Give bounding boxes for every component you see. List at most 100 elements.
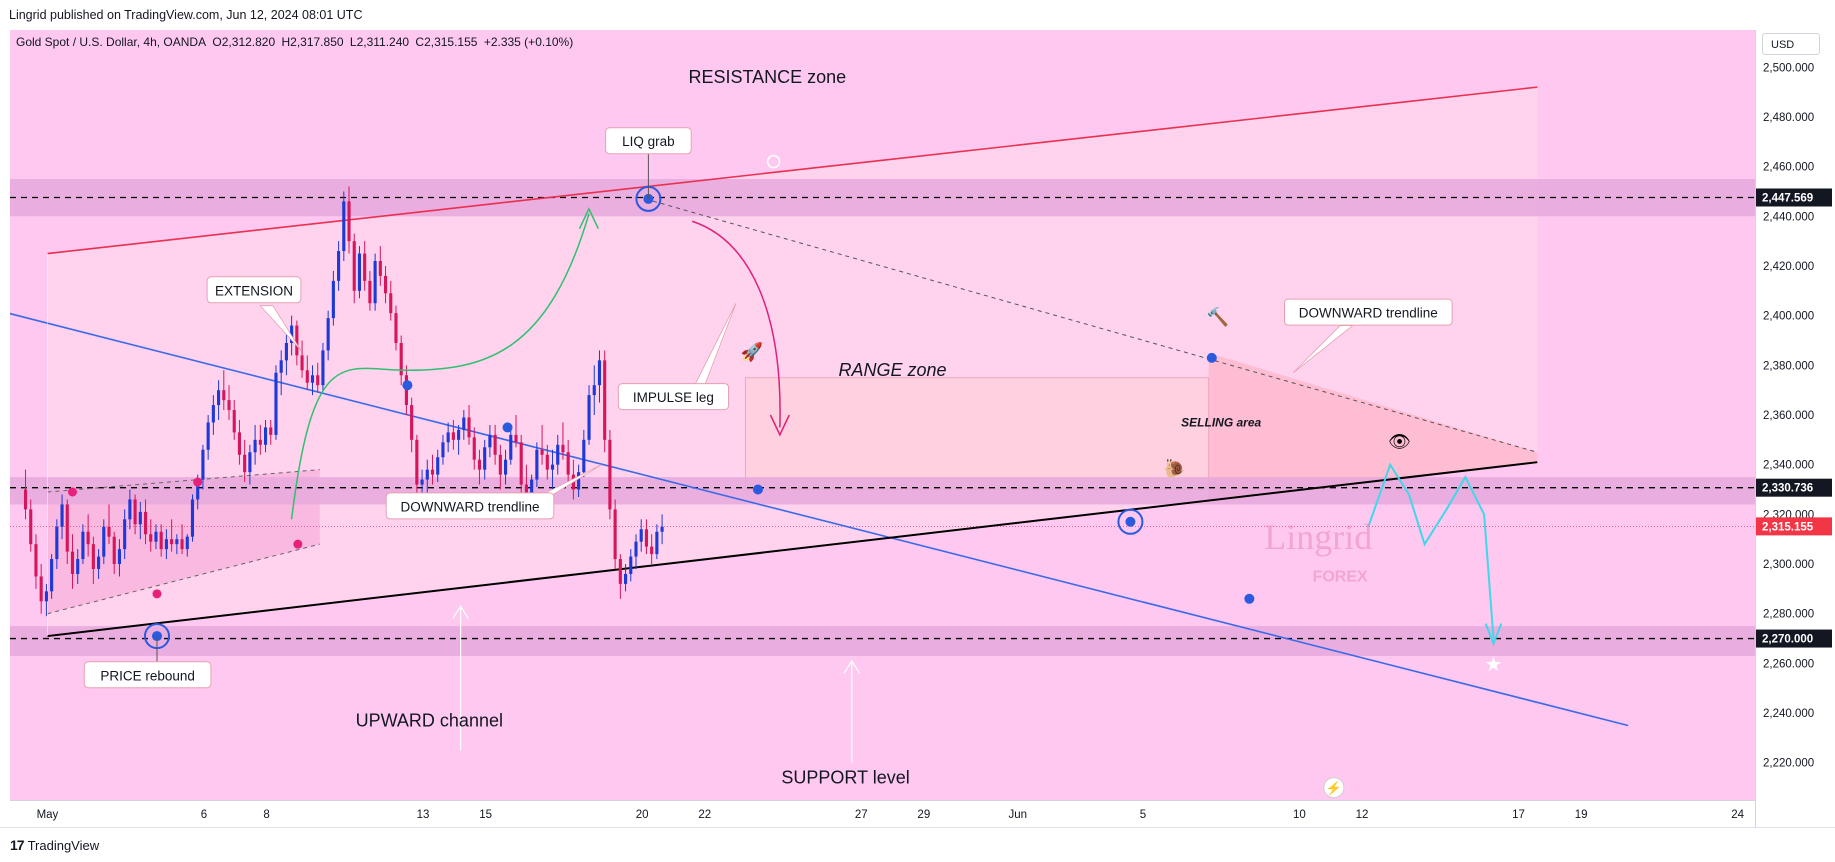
wedge-pivot-dot — [67, 487, 77, 497]
candle-body — [394, 313, 398, 343]
upper-wedge-line — [47, 469, 320, 493]
candle-body — [524, 484, 528, 500]
candle-body — [608, 439, 612, 510]
candle-body — [70, 551, 75, 574]
time-tick-label: 24 — [1731, 809, 1744, 821]
candle-body — [540, 449, 544, 455]
price-tick-label: 2,340.000 — [1763, 460, 1814, 472]
candle-body — [23, 489, 28, 510]
pivot-dot — [1125, 516, 1136, 527]
time-tick-label: 27 — [855, 809, 868, 821]
candle-body — [102, 526, 106, 557]
candle-body — [55, 526, 59, 560]
time-tick-label: 22 — [698, 809, 711, 821]
candle-body — [493, 434, 497, 455]
currency-selector[interactable]: USD — [1762, 33, 1820, 55]
candle-body — [629, 556, 633, 574]
wedge-pivot-dot — [152, 589, 162, 599]
candle-body — [91, 544, 95, 569]
candle-body — [248, 452, 252, 473]
resistance-trendline — [47, 86, 1538, 255]
annotation-box — [617, 383, 730, 411]
open-value: O2,312.820 — [212, 35, 276, 49]
extension-arrowhead — [578, 207, 599, 230]
annotation-label: UPWARD channel — [356, 710, 503, 730]
support-zone-band — [10, 626, 1755, 656]
candle-body — [253, 439, 257, 453]
price-tick-label: 2,300.000 — [1763, 559, 1814, 571]
candle-body — [561, 444, 565, 453]
candle-body — [201, 449, 205, 480]
chart-plot-area[interactable]: RESISTANCE zone LIQ grab EXTENSION IMPULSE … — [10, 30, 1755, 827]
candle-body — [556, 444, 560, 465]
annotation-label: RESISTANCE zone — [688, 67, 846, 87]
hammer-icon: 🔨 — [1207, 306, 1229, 327]
candle-body — [436, 457, 440, 475]
candle-body — [352, 241, 356, 291]
selling-area-fill — [1208, 352, 1538, 500]
impulse-arrowhead — [769, 414, 790, 437]
candle-body — [644, 529, 648, 547]
lingrid-watermark-sub: FOREX — [1313, 568, 1368, 585]
candle-body — [472, 437, 476, 460]
tradingview-brand[interactable]: 17 TradingView — [10, 837, 99, 853]
price-tick-label: 2,220.000 — [1763, 758, 1814, 770]
candle-body — [446, 432, 450, 443]
highlight-ring — [1117, 508, 1144, 535]
candle-body — [44, 591, 48, 602]
lightning-icon — [1323, 777, 1345, 799]
lower-wedge-line — [47, 543, 320, 615]
candle-body — [133, 499, 137, 525]
pivot-dot — [402, 380, 413, 391]
candle-body — [81, 531, 85, 560]
candle-body — [117, 549, 122, 565]
candle-body — [65, 504, 69, 552]
candle-body — [263, 427, 268, 445]
annotation-box — [1283, 298, 1453, 326]
candle-body — [217, 390, 221, 406]
snail-icon: 🐌 — [1163, 459, 1185, 479]
candle-body — [232, 410, 236, 433]
price-label-text: 2,330.736 — [1762, 483, 1813, 495]
time-axis[interactable]: May 6 8 13 15 20 22 27 29 Jun 5 10 12 17 19 24 — [10, 800, 1755, 828]
price-axis[interactable] — [1755, 30, 1835, 827]
price-tick-label: 2,500.000 — [1763, 62, 1814, 74]
tradingview-logo-icon: 17 — [10, 837, 25, 853]
candle-body — [441, 442, 445, 458]
lightning-glyph-icon: ⚡ — [1326, 781, 1342, 797]
candle-body — [50, 559, 54, 592]
annotation-box — [206, 276, 302, 304]
bottom-bar: 17 TradingView — [0, 827, 1835, 862]
candle-body — [639, 529, 643, 542]
time-tick-label: 6 — [201, 809, 207, 821]
candle-body — [545, 454, 549, 470]
annotation-label: RANGE zone — [839, 360, 947, 380]
symbol-name: Gold Spot / U.S. Dollar, 4h, OANDA — [16, 35, 207, 49]
price-label-tag — [1756, 478, 1832, 497]
candle-body — [357, 253, 362, 291]
candle-body — [603, 360, 607, 440]
price-label-text: 2,315.155 — [1762, 521, 1814, 533]
candle-body — [154, 531, 158, 542]
price-tick-label: 2,460.000 — [1763, 162, 1814, 174]
candle-body — [112, 536, 116, 565]
symbol-legend[interactable]: Gold Spot / U.S. Dollar, 4h, OANDA O2,31… — [16, 35, 576, 49]
candle-body — [535, 449, 539, 480]
candle-body — [326, 318, 330, 351]
time-tick-label: 15 — [479, 809, 492, 821]
candle-body — [39, 576, 43, 602]
annotation-box — [605, 127, 692, 155]
price-label-text: 2,447.569 — [1762, 192, 1813, 204]
candle-body — [34, 544, 38, 577]
price-tick-label: 2,420.000 — [1763, 261, 1814, 273]
candle-body — [164, 539, 168, 550]
candle-body — [128, 499, 132, 520]
extension-callout-tail — [259, 305, 302, 351]
annotation-label: IMPULSE leg — [633, 390, 714, 405]
candle-body — [373, 261, 377, 304]
top-bar: Lingrid published on TradingView.com, Ju… — [0, 0, 1835, 30]
candle-body — [274, 372, 278, 435]
candle-body — [284, 342, 288, 361]
candle-body — [227, 400, 231, 411]
alert-ring-icon — [766, 154, 781, 169]
